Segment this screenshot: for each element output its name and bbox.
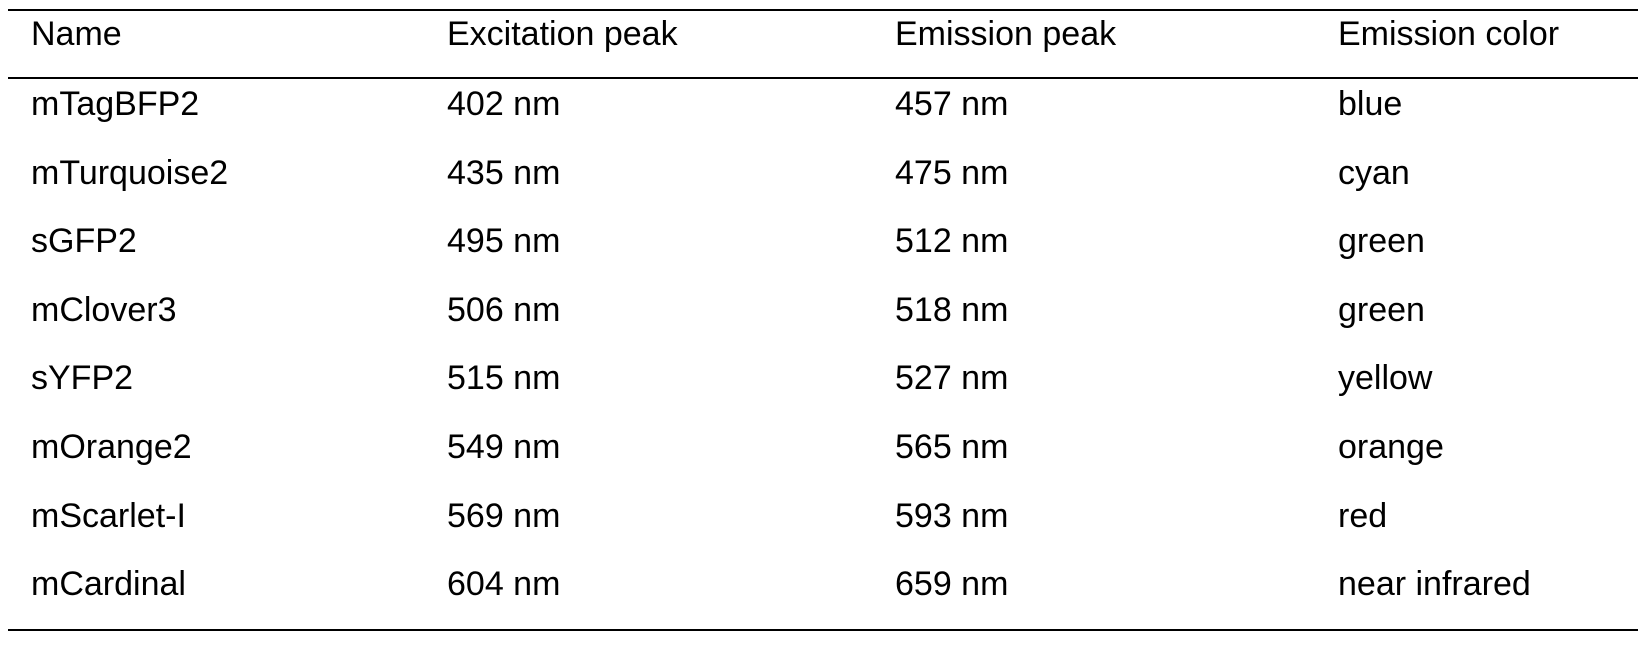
- table-cell: red: [1338, 496, 1388, 535]
- table-cell: sYFP2: [31, 359, 134, 398]
- table-cell: blue: [1338, 85, 1403, 123]
- table-cell: 457 nm: [895, 85, 1009, 123]
- table-cell: green: [1338, 290, 1425, 329]
- table-cell: 518 nm: [895, 290, 1009, 329]
- bottom-rule: [8, 629, 1638, 631]
- table-cell: 515 nm: [447, 359, 561, 398]
- table-cell: mTurquoise2: [31, 153, 229, 192]
- header-rule: [8, 77, 1638, 79]
- table-cell: 569 nm: [447, 496, 561, 535]
- table-cell: 659 nm: [895, 565, 1009, 604]
- table-cell: mTagBFP2: [31, 85, 200, 123]
- table-cell: orange: [1338, 428, 1444, 466]
- table-cell: 527 nm: [895, 359, 1009, 398]
- table-cell: mOrange2: [31, 428, 192, 466]
- table-cell: 549 nm: [447, 428, 561, 466]
- table-cell: sGFP2: [31, 222, 137, 261]
- table-cell: 435 nm: [447, 153, 561, 192]
- header-cell: Emission peak: [895, 15, 1117, 53]
- table-cell: near infrared: [1338, 565, 1531, 604]
- table-cell: 512 nm: [895, 222, 1009, 261]
- table-cell: 593 nm: [895, 496, 1009, 535]
- header-cell: Name: [31, 15, 122, 53]
- table-cell: 475 nm: [895, 153, 1009, 192]
- table-cell: mScarlet-I: [31, 496, 186, 535]
- table-cell: 495 nm: [447, 222, 561, 261]
- table-cell: cyan: [1338, 153, 1410, 192]
- table-cell: mCardinal: [31, 565, 186, 604]
- table-cell: 604 nm: [447, 565, 561, 604]
- table-cell: 402 nm: [447, 85, 561, 123]
- table-cell: mClover3: [31, 290, 177, 329]
- table-cell: yellow: [1338, 359, 1433, 398]
- table-cell: 565 nm: [895, 428, 1009, 466]
- header-cell: Emission color: [1338, 15, 1560, 53]
- table-cell: green: [1338, 222, 1425, 261]
- header-cell: Excitation peak: [447, 15, 678, 53]
- table-cell: 506 nm: [447, 290, 561, 329]
- top-rule: [8, 9, 1638, 11]
